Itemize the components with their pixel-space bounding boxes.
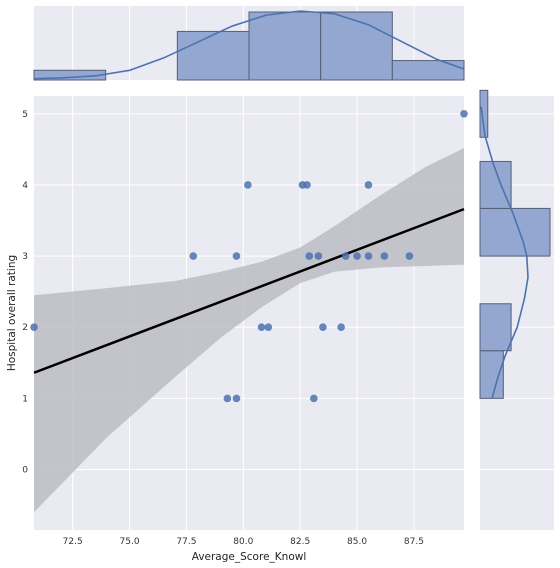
data-point xyxy=(244,181,252,189)
data-point xyxy=(310,394,318,403)
data-point xyxy=(223,394,232,403)
regression-line-path xyxy=(33,207,465,374)
x-tick-label: 85.0 xyxy=(347,537,367,547)
x-tick-label: 75.0 xyxy=(120,537,140,547)
x-axis-label: Average_Score_Knowl xyxy=(192,551,307,563)
x-tick-label: 77.5 xyxy=(176,537,196,547)
data-point xyxy=(303,181,311,189)
y-histogram-bar xyxy=(479,350,504,399)
y-histogram-bar xyxy=(479,89,489,138)
confidence-band xyxy=(34,147,464,513)
data-point xyxy=(30,323,38,332)
data-point xyxy=(337,323,345,332)
confidence-band-area xyxy=(34,147,464,513)
data-point xyxy=(460,109,468,118)
x-tick-label: 80.0 xyxy=(233,537,253,547)
x-histogram-bar xyxy=(248,11,322,81)
data-point xyxy=(364,181,373,189)
x-kde-curve xyxy=(33,10,465,80)
x-tick-label: 72.5 xyxy=(63,537,83,547)
x-tick-label: 82.5 xyxy=(290,537,310,547)
x-histogram-bar xyxy=(33,69,107,81)
data-point xyxy=(232,252,241,260)
data-point xyxy=(319,323,327,332)
x-tick-label: 87.5 xyxy=(404,537,424,547)
y-histogram-bar xyxy=(479,207,551,257)
x-histogram-bar xyxy=(320,11,393,81)
x-marginal-histogram xyxy=(33,10,465,81)
data-point xyxy=(305,252,314,260)
scatter-points xyxy=(30,109,468,403)
y-tick-label: 2 xyxy=(22,323,28,333)
y-axis-label: Hospital overall rating xyxy=(6,255,18,371)
y-tick-label: 1 xyxy=(22,394,28,404)
y-marginal-histogram xyxy=(479,89,551,399)
data-point xyxy=(189,252,198,260)
data-point xyxy=(341,252,350,260)
y-tick-label: 4 xyxy=(22,181,28,191)
y-tick-label: 3 xyxy=(22,252,28,262)
data-point xyxy=(314,252,323,260)
y-tick-label: 0 xyxy=(22,466,28,476)
data-point xyxy=(405,252,414,260)
data-point xyxy=(264,323,273,332)
data-point xyxy=(353,252,361,260)
y-histogram-bar xyxy=(479,303,512,352)
x-histogram-bar xyxy=(391,60,465,81)
regression-line xyxy=(33,207,465,374)
data-point xyxy=(380,252,389,260)
data-point xyxy=(364,252,373,260)
x-histogram-bar xyxy=(176,30,250,81)
y-kde-curve xyxy=(480,106,529,399)
tick-labels: 72.5 75.0 77.5 80.0 82.5 85.0 87.5 0 1 2 3 4 5 xyxy=(22,110,424,547)
y-tick-label: 5 xyxy=(22,110,28,120)
data-point xyxy=(232,394,241,403)
data-point xyxy=(257,323,266,332)
